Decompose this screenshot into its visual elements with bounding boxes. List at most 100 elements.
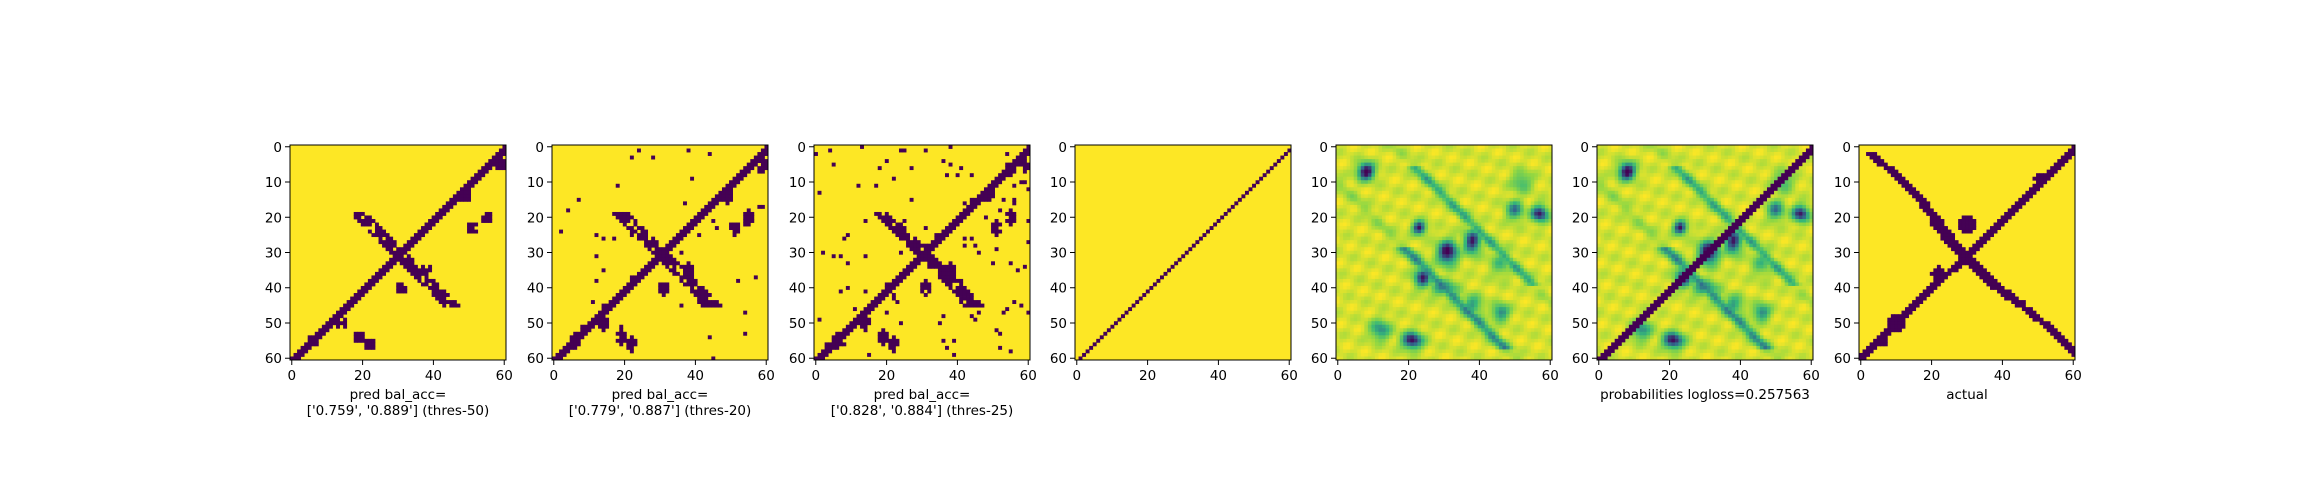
heatmap-cell bbox=[1513, 250, 1517, 255]
heatmap-cell bbox=[1438, 152, 1443, 156]
heatmap-cell bbox=[601, 268, 606, 273]
heatmap-cell bbox=[343, 310, 348, 315]
heatmap-cell bbox=[952, 222, 957, 227]
heatmap-cell bbox=[1445, 204, 1450, 209]
heatmap-cell bbox=[1353, 233, 1358, 238]
heatmap-cell bbox=[1470, 296, 1475, 301]
heatmap-cell bbox=[1463, 261, 1468, 266]
heatmap-cell bbox=[1357, 173, 1362, 178]
heatmap-cell bbox=[1438, 331, 1443, 336]
heatmap-cell bbox=[1523, 275, 1528, 280]
heatmap-cell bbox=[1463, 208, 1468, 213]
heatmap-cell bbox=[1456, 247, 1461, 252]
heatmap-cell bbox=[410, 264, 415, 269]
heatmap-cell bbox=[1474, 314, 1479, 319]
heatmap-cell bbox=[1350, 296, 1355, 301]
heatmap-cell bbox=[679, 236, 684, 241]
heatmap-cell bbox=[1488, 300, 1493, 304]
heatmap-cell bbox=[1445, 285, 1450, 290]
heatmap-cell bbox=[1392, 303, 1397, 308]
heatmap-cell bbox=[1502, 250, 1507, 255]
heatmap-cell bbox=[1523, 328, 1528, 333]
heatmap-cell bbox=[1343, 145, 1348, 149]
heatmap-cell bbox=[966, 208, 971, 213]
heatmap-cell bbox=[1343, 162, 1348, 167]
heatmap-cell bbox=[1470, 342, 1475, 347]
heatmap-cell bbox=[1357, 307, 1362, 312]
heatmap-cell bbox=[1343, 307, 1348, 312]
heatmap-cell bbox=[1350, 233, 1355, 238]
heatmap-cell bbox=[1484, 342, 1489, 347]
heatmap-cell bbox=[1513, 271, 1517, 276]
heatmap-cell bbox=[1371, 293, 1376, 297]
heatmap-cell bbox=[1336, 321, 1340, 326]
heatmap-cell bbox=[1428, 236, 1433, 241]
heatmap-cell bbox=[1280, 155, 1285, 160]
heatmap-cell bbox=[1537, 247, 1542, 252]
heatmap-cell bbox=[1491, 240, 1496, 245]
heatmap-cell bbox=[1336, 300, 1340, 304]
heatmap-cell bbox=[1470, 226, 1475, 230]
heatmap-cell bbox=[700, 211, 705, 216]
heatmap-cell bbox=[1357, 349, 1362, 354]
heatmap-cell bbox=[1470, 180, 1475, 185]
heatmap-cell bbox=[1357, 275, 1362, 280]
heatmap-cell bbox=[1498, 148, 1503, 153]
heatmap-cell bbox=[1541, 293, 1546, 297]
heatmap-cell bbox=[605, 307, 610, 312]
heatmap-cell bbox=[1424, 307, 1429, 312]
heatmap-cell bbox=[1431, 159, 1436, 164]
heatmap-cell bbox=[1417, 278, 1422, 283]
heatmap-cell bbox=[1544, 204, 1549, 209]
heatmap-cell bbox=[1026, 219, 1031, 223]
heatmap-cell bbox=[1378, 176, 1383, 181]
heatmap-cell bbox=[1470, 176, 1475, 181]
heatmap-cell bbox=[1353, 226, 1358, 230]
heatmap-cell bbox=[1491, 247, 1496, 252]
heatmap-cell bbox=[1513, 296, 1517, 301]
heatmap-cell bbox=[1420, 289, 1425, 294]
heatmap-cell bbox=[626, 285, 631, 290]
heatmap-cell bbox=[435, 219, 440, 223]
heatmap-cell bbox=[605, 317, 610, 322]
heatmap-cell bbox=[1442, 338, 1447, 343]
heatmap-cell bbox=[1364, 243, 1369, 248]
heatmap-cell bbox=[898, 321, 903, 326]
heatmap-cell bbox=[1339, 275, 1344, 280]
heatmap-cell bbox=[1541, 324, 1546, 329]
heatmap-cell bbox=[1530, 345, 1535, 350]
heatmap-cell bbox=[1378, 240, 1383, 245]
heatmap-cell bbox=[923, 293, 928, 297]
heatmap-cell bbox=[1467, 236, 1471, 241]
heatmap-cell bbox=[1339, 314, 1344, 319]
heatmap-cell bbox=[1491, 303, 1496, 308]
heatmap-cell bbox=[1346, 180, 1351, 185]
heatmap-cell bbox=[1470, 271, 1475, 276]
heatmap-cell bbox=[1456, 229, 1461, 234]
heatmap-cell bbox=[1367, 310, 1372, 315]
heatmap-cell bbox=[1474, 173, 1479, 178]
heatmap-cell bbox=[1527, 300, 1532, 304]
heatmap-cell bbox=[1502, 187, 1507, 192]
heatmap-cell bbox=[1452, 173, 1457, 178]
heatmap-cell bbox=[661, 285, 666, 290]
heatmap-cell bbox=[371, 282, 376, 287]
heatmap-cell bbox=[364, 219, 369, 223]
heatmap-cell bbox=[1527, 285, 1532, 290]
heatmap-cell bbox=[1396, 289, 1401, 294]
heatmap-cell bbox=[1371, 190, 1376, 195]
heatmap-cell bbox=[1488, 345, 1493, 350]
heatmap-cell bbox=[382, 264, 387, 269]
heatmap-cell bbox=[1467, 338, 1471, 343]
heatmap-cell bbox=[1530, 293, 1535, 297]
heatmap-cell bbox=[1385, 204, 1390, 209]
heatmap-cell bbox=[1385, 345, 1390, 350]
heatmap-cell bbox=[1495, 194, 1500, 199]
heatmap-cell bbox=[1477, 183, 1482, 188]
heatmap-cell bbox=[1202, 233, 1207, 238]
heatmap-cell bbox=[1353, 310, 1358, 315]
heatmap-cell bbox=[966, 204, 971, 209]
heatmap-cell bbox=[1509, 300, 1514, 304]
heatmap-cell bbox=[1360, 215, 1365, 220]
heatmap-cell bbox=[328, 324, 333, 329]
